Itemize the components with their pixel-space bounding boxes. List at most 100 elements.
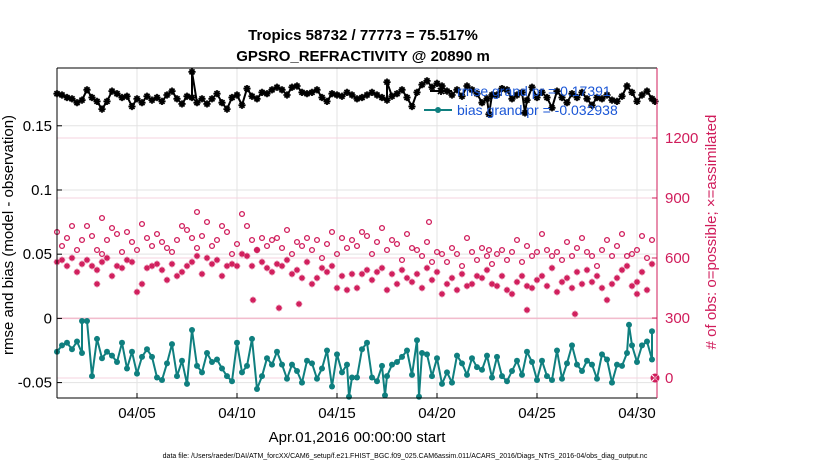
bias-point (634, 359, 640, 366)
rmse-point (308, 88, 316, 96)
bias-point (524, 348, 530, 355)
bias-point (579, 368, 585, 375)
assimilated-obs-point (473, 272, 481, 280)
rmse-point (498, 84, 506, 93)
bias-point (164, 360, 170, 367)
plot-area: 04/05 04/10 04/15 04/20 04/25 04/30 -0.05 0 0.05… (18, 67, 698, 422)
possible-obs-point (498, 246, 506, 254)
possible-obs-point (473, 256, 481, 264)
rmse-point (128, 102, 136, 111)
assimilated-obs-point (358, 270, 366, 278)
rmse-point (603, 91, 611, 99)
possible-obs-point (193, 244, 201, 252)
bias-point (174, 373, 180, 380)
rmse-point (468, 86, 476, 94)
rmse-point (553, 87, 561, 95)
possible-obs-point (63, 234, 71, 242)
rmse-point (333, 91, 341, 99)
assimilated-obs-point (403, 274, 411, 282)
assimilated-obs-point (58, 256, 66, 264)
rmse-point (248, 92, 256, 100)
rmse-point (363, 91, 371, 99)
bias-point (394, 359, 400, 366)
assimilated-obs-point (93, 266, 101, 274)
possible-obs-point (183, 226, 191, 234)
legend-bias-label: bias grand pr = -0.032938 (457, 102, 618, 118)
possible-obs-point (503, 256, 511, 264)
assimilated-obs-point (593, 272, 601, 280)
assimilated-obs-point (463, 282, 471, 290)
bias-point (159, 377, 165, 384)
assimilated-obs-point (438, 290, 446, 298)
x-tick-label: 04/15 (318, 405, 356, 422)
rmse-point (163, 91, 171, 99)
assimilated-obs-point (603, 296, 611, 304)
assimilated-obs-point (633, 290, 641, 298)
bias-point (409, 371, 415, 378)
bias-point (489, 374, 495, 381)
assimilated-obs-point (348, 270, 356, 278)
assimilated-obs-point (423, 264, 431, 272)
assimilated-obs-point (458, 270, 466, 278)
possible-obs-point (328, 228, 336, 236)
assimilated-obs-point (308, 280, 316, 288)
rmse-point (298, 88, 306, 96)
bias-point (94, 335, 100, 342)
assimilated-obs-point (623, 262, 631, 270)
rmse-point (318, 93, 326, 102)
y-right-tick-label: 1200 (665, 130, 698, 147)
assimilated-obs-point (249, 296, 257, 304)
possible-obs-point (333, 250, 341, 258)
assimilated-obs-point (618, 266, 626, 274)
bias-point (434, 355, 440, 362)
bias-point (474, 364, 480, 371)
assimilated-obs-point (213, 256, 221, 264)
rmse-point (408, 102, 416, 111)
bias-point (314, 375, 320, 382)
possible-obs-point (208, 242, 216, 250)
plot-background (57, 68, 657, 398)
assimilated-obs-point (243, 252, 251, 260)
assimilated-obs-point (608, 280, 616, 288)
assimilated-obs-point (383, 286, 391, 294)
assimilated-obs-point (218, 272, 226, 280)
rmse-point (203, 100, 211, 108)
rmse-point (573, 93, 581, 102)
bias-point (219, 365, 225, 372)
possible-obs-point (618, 230, 626, 238)
bias-point (89, 373, 95, 380)
possible-obs-point (188, 234, 196, 242)
rmse-point (583, 95, 591, 103)
bias-point (324, 347, 330, 354)
assimilated-obs-point (523, 306, 531, 314)
assimilated-obs-point (633, 278, 641, 286)
y-axis-right-label: # of obs: o=possible; ×=assimilated (703, 115, 720, 350)
rmse-point (458, 92, 466, 100)
y-right-tick-label: 900 (665, 190, 690, 207)
possible-obs-point (458, 262, 466, 270)
y-axis-left-label: rmse and bias (model - observation) (0, 115, 17, 355)
possible-obs-point (508, 248, 516, 256)
bias-point (144, 346, 150, 353)
possible-obs-point (78, 236, 86, 244)
possible-obs-point (313, 236, 321, 244)
x-tick-label: 04/30 (618, 405, 656, 422)
possible-obs-point (593, 262, 601, 270)
bias-point (369, 374, 375, 381)
possible-obs-point (118, 248, 126, 256)
bias-point (554, 347, 560, 354)
rmse-point (623, 82, 631, 90)
bias-point (499, 373, 505, 380)
rmse-point (485, 110, 493, 118)
possible-obs-point (383, 246, 391, 254)
bias-point (419, 350, 425, 357)
assimilated-obs-point (528, 284, 536, 292)
bias-point (74, 338, 80, 345)
possible-obs-point (493, 250, 501, 258)
possible-obs-point (68, 222, 76, 230)
rmse-point (473, 90, 481, 98)
bias-point (609, 379, 615, 386)
bias-point (124, 365, 130, 372)
bias-point (529, 359, 535, 366)
rmse-point (633, 97, 641, 105)
